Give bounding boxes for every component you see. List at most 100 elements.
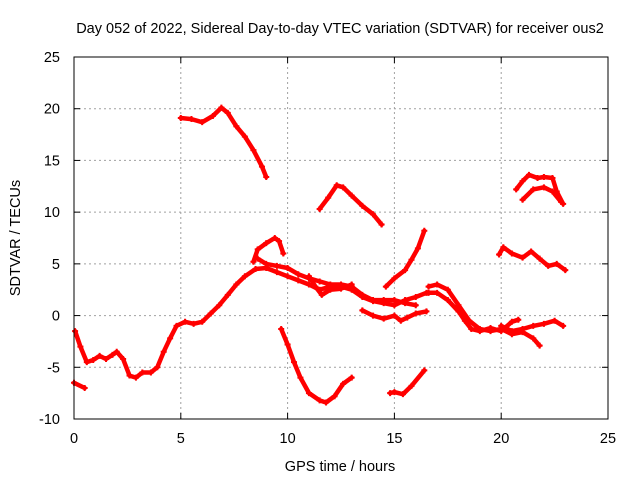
data-point — [103, 356, 110, 363]
series-points-pass-g — [177, 104, 270, 180]
chart-title: Day 052 of 2022, Sidereal Day-to-day VTE… — [76, 21, 604, 37]
data-point — [412, 302, 419, 309]
y-tick-label: 20 — [44, 102, 60, 118]
data-point — [528, 248, 535, 255]
series-line-pass-i — [317, 183, 384, 227]
data-point — [425, 283, 432, 290]
data-point — [258, 163, 265, 170]
x-tick-label: 25 — [600, 431, 616, 447]
data-point — [241, 273, 248, 280]
series-points-pass-h — [278, 326, 355, 406]
data-point — [540, 173, 547, 180]
data-point — [254, 246, 261, 253]
data-point — [423, 308, 430, 315]
data-point — [348, 374, 355, 381]
axis-ticks: 0 5 10 15 20 25 -10 -5 0 5 10 15 20 25 — [39, 50, 616, 447]
data-point — [455, 308, 462, 315]
data-point — [391, 275, 398, 282]
data-point — [209, 112, 216, 119]
data-point — [399, 391, 406, 398]
data-point — [530, 322, 537, 329]
data-point — [562, 267, 569, 274]
data-point — [408, 382, 415, 389]
y-tick-label: 10 — [44, 205, 60, 221]
data-point — [132, 374, 139, 381]
data-point — [190, 320, 197, 327]
data-point — [216, 302, 223, 309]
data-point — [278, 326, 285, 333]
data-point — [380, 297, 387, 304]
data-point — [271, 235, 278, 241]
data-point — [412, 293, 419, 300]
data-point — [120, 356, 127, 363]
data-point — [77, 343, 84, 350]
data-point — [263, 240, 270, 247]
data-point — [316, 206, 323, 213]
data-point — [476, 328, 483, 335]
series-line-pass-h — [278, 326, 354, 405]
data-point — [508, 328, 515, 335]
data-point — [254, 255, 261, 262]
series-points-pass-m — [425, 289, 522, 335]
data-point — [391, 302, 398, 309]
data-point — [496, 251, 503, 258]
data-point — [487, 324, 494, 331]
data-point — [331, 393, 338, 400]
data-point — [402, 267, 409, 274]
data-point — [370, 312, 377, 319]
data-point — [370, 211, 377, 218]
series-line-pass-k — [383, 228, 427, 289]
data-point — [408, 256, 415, 263]
data-point — [540, 184, 547, 191]
data-point — [325, 194, 332, 201]
data-point — [391, 297, 398, 304]
data-point — [250, 258, 257, 265]
series-points-pass-c — [250, 235, 287, 265]
series-points-pass-e — [305, 273, 355, 298]
data-point — [402, 300, 409, 307]
data-point — [139, 369, 146, 376]
data-point — [177, 115, 184, 122]
data-point — [160, 348, 167, 355]
x-tick-label: 20 — [493, 431, 509, 447]
data-point — [305, 281, 312, 288]
data-point — [316, 397, 323, 404]
data-point — [558, 198, 565, 205]
data-point — [519, 326, 526, 333]
series-points-pass-i — [316, 182, 385, 228]
x-tick-label: 15 — [386, 431, 402, 447]
data-point — [534, 175, 541, 182]
data-point — [199, 119, 206, 126]
data-point — [444, 286, 451, 293]
data-point — [404, 314, 411, 321]
series-points-pass-l — [425, 281, 543, 349]
data-point — [525, 171, 532, 178]
series-points-pass-p — [513, 171, 567, 207]
data-point — [551, 317, 558, 324]
series-points-pass-d — [254, 255, 419, 309]
data-point — [72, 328, 79, 335]
series-line-pass-b — [72, 265, 429, 380]
data-point — [316, 278, 323, 285]
data-point — [530, 335, 537, 342]
data-point — [508, 318, 515, 325]
data-point — [224, 109, 231, 116]
data-point — [359, 202, 366, 209]
data-point — [412, 310, 419, 317]
data-point — [519, 178, 526, 185]
series-points-pass-n — [498, 317, 567, 335]
x-tick-label: 0 — [70, 431, 78, 447]
y-tick-label: 25 — [44, 50, 60, 66]
data-point — [444, 297, 451, 304]
data-point — [359, 307, 366, 314]
data-point — [83, 359, 90, 366]
data-point — [305, 390, 312, 397]
data-point — [370, 297, 377, 304]
data-point — [284, 273, 291, 280]
series-line-pass-l — [426, 282, 542, 348]
data-point — [397, 317, 404, 324]
data-point — [173, 322, 180, 329]
data-point — [340, 380, 347, 387]
series-line-pass-d — [255, 256, 419, 308]
